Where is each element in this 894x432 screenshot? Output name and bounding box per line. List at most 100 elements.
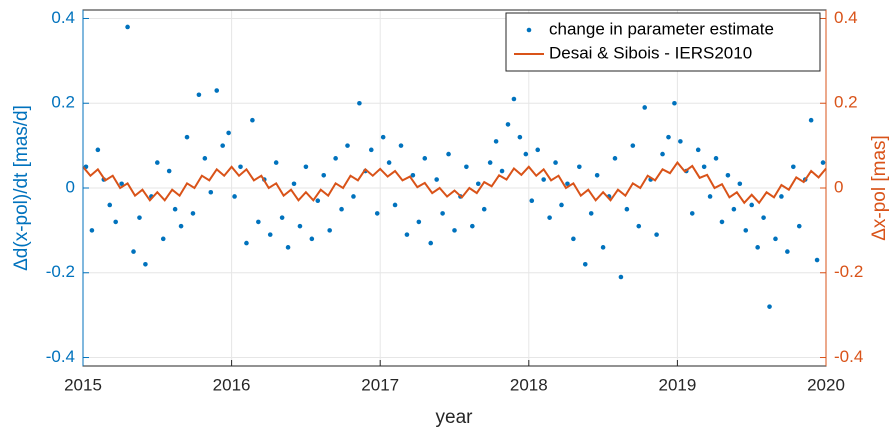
scatter-point	[725, 172, 731, 178]
x-tick-label: 2019	[658, 375, 696, 394]
y2-tick-label: 0.2	[834, 93, 858, 112]
scatter-point	[529, 198, 535, 204]
scatter-point	[773, 236, 778, 242]
scatter-point	[547, 215, 552, 220]
scatter-point	[672, 100, 677, 106]
scatter-point	[220, 143, 225, 148]
scatter-point	[713, 156, 719, 161]
scatter-point	[422, 156, 428, 161]
scatter-point	[737, 181, 743, 187]
scatter-point	[446, 151, 451, 157]
legend-label: change in parameter estimate	[549, 19, 774, 38]
scatter-point	[238, 164, 243, 170]
scatter-point	[475, 181, 481, 187]
scatter-point	[440, 211, 445, 216]
scatter-point	[541, 177, 546, 182]
scatter-point	[398, 143, 404, 148]
scatter-point	[107, 202, 113, 208]
scatter-point	[571, 236, 576, 242]
scatter-point	[678, 139, 683, 144]
scatter-point	[404, 232, 410, 237]
scatter-point	[701, 164, 707, 170]
scatter-point	[184, 134, 190, 140]
scatter-point	[761, 215, 766, 220]
scatter-point	[392, 202, 398, 208]
legend: change in parameter estimate Desai & Sibo…	[505, 12, 821, 72]
scatter-point	[731, 206, 737, 212]
y2-tick-label: -0.2	[834, 262, 863, 281]
scatter-point	[517, 134, 523, 140]
scatter-point	[612, 156, 618, 161]
scatter-point	[256, 219, 261, 225]
scatter-point	[577, 164, 582, 170]
scatter-point	[719, 219, 725, 225]
y-tick-label: -0.2	[46, 262, 75, 281]
y-axis-label: Δd(x-pol)/dt [mas/d]	[11, 105, 32, 271]
scatter-point	[416, 219, 422, 225]
scatter-point	[273, 160, 279, 165]
legend-label: Desai & Sibois - IERS2010	[549, 43, 752, 62]
scatter-point	[368, 147, 374, 153]
scatter-point	[172, 206, 178, 212]
scatter-point	[582, 261, 588, 267]
scatter-point	[137, 215, 142, 220]
scatter-point	[232, 194, 237, 199]
scatter-point	[743, 228, 749, 233]
scatter-point	[642, 105, 648, 110]
x-tick-label: 2018	[510, 375, 548, 394]
y2-tick-label: -0.4	[834, 347, 863, 366]
axes: 2015 2016 2017 2018 2019 2020 -0.4 -0.2 0 0.2 0.4 -…	[46, 8, 864, 395]
scatter-point	[178, 223, 184, 229]
scatter-point	[125, 24, 130, 30]
scatter-point	[333, 156, 338, 161]
x-tick-label: 2015	[64, 375, 102, 394]
x-tick-label: 2020	[807, 375, 845, 394]
scatter-point	[190, 211, 196, 216]
scatter-point	[291, 181, 297, 187]
scatter-point	[636, 223, 642, 229]
scatter-point	[119, 181, 124, 187]
y2-axis-label: Δx-pol [mas]	[869, 135, 890, 241]
scatter-point	[345, 143, 350, 148]
scatter-point	[689, 211, 695, 216]
scatter-point	[297, 223, 303, 229]
scatter-point	[374, 211, 380, 216]
scatter-point	[279, 215, 285, 220]
scatter-point	[250, 117, 255, 123]
scatter-point	[565, 181, 570, 187]
scatter-point	[481, 206, 487, 212]
scatter-point	[410, 172, 416, 178]
scatter-point	[113, 219, 118, 225]
x-tick-label: 2016	[213, 375, 251, 394]
scatter-point	[428, 240, 434, 246]
scatter-point	[618, 274, 624, 280]
scatter-point	[208, 189, 214, 195]
scatter-point	[321, 172, 327, 178]
y2-tick-label: 0	[834, 177, 843, 196]
scatter-point	[339, 206, 344, 212]
scatter-point	[380, 134, 386, 140]
scatter-point	[791, 164, 796, 170]
scatter-point	[814, 257, 820, 263]
scatter-point	[707, 194, 713, 199]
scatter-point	[511, 96, 517, 102]
scatter-point	[95, 147, 101, 153]
scatter-point	[357, 100, 362, 106]
x-tick-label: 2017	[361, 375, 399, 394]
scatter-point	[523, 151, 529, 157]
y-tick-label: -0.4	[46, 347, 75, 366]
legend-box	[505, 12, 821, 72]
scatter-point	[303, 164, 309, 170]
scatter-point	[487, 160, 493, 165]
legend-swatch	[526, 27, 532, 33]
scatter-point	[214, 88, 220, 93]
scatter-point	[666, 134, 671, 140]
scatter-point	[470, 223, 475, 229]
scatter-point	[749, 202, 754, 208]
y-tick-label: 0.4	[51, 8, 75, 27]
scatter-point	[505, 122, 511, 127]
scatter-point	[226, 130, 231, 136]
scatter-point	[588, 211, 594, 216]
scatter-point	[553, 160, 558, 165]
